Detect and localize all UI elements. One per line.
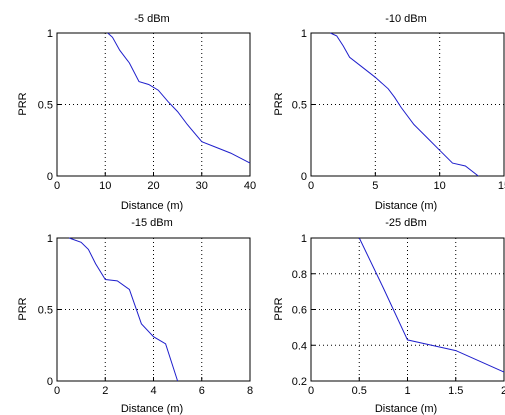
plot-area-2: 0 5 10 15 0 0.5 1 xyxy=(292,28,505,192)
y-tick-label: 0.2 xyxy=(292,376,307,388)
series-line xyxy=(68,237,179,382)
x-tick-label: 0.5 xyxy=(352,385,367,397)
x-tick-label: 5 xyxy=(372,180,378,192)
y-tick-label: 1 xyxy=(301,28,307,40)
y-tick-label: 1 xyxy=(47,233,53,245)
x-tick-label: 6 xyxy=(199,385,205,397)
x-axis-label: Distance (m) xyxy=(375,200,437,212)
y-tick-label: 0.8 xyxy=(292,269,307,281)
x-tick-label: 2 xyxy=(501,385,505,397)
chart-title: -5 dBm xyxy=(134,13,169,25)
y-tick-label: 0 xyxy=(47,171,53,183)
y-tick-label: 0.5 xyxy=(38,305,53,317)
plot-area-3: 0 2 4 6 8 0 0.5 1 xyxy=(38,233,253,397)
y-axis-label: PRR xyxy=(17,297,29,320)
y-tick-label: 0.6 xyxy=(292,305,307,317)
chart-title: -15 dBm xyxy=(131,217,173,229)
x-axis-label: Distance (m) xyxy=(121,200,183,212)
x-tick-label: 1 xyxy=(404,385,410,397)
chart-panel-3: 0 2 4 6 8 0 0.5 1 -15 dBm Distance (m) PRR xyxy=(17,217,253,415)
x-tick-label: 2 xyxy=(102,385,108,397)
chart-title: -25 dBm xyxy=(385,217,427,229)
x-tick-label: 30 xyxy=(196,180,208,192)
x-tick-label: 4 xyxy=(150,385,156,397)
x-tick-label: 20 xyxy=(147,180,159,192)
y-tick-label: 1 xyxy=(47,28,53,40)
plot-area-4: 0 0.5 1 1.5 2 0.2 0.4 0.6 0.8 1 xyxy=(292,233,505,397)
x-tick-label: 10 xyxy=(434,180,446,192)
x-tick-label: 1.5 xyxy=(448,385,463,397)
y-tick-label: 0.5 xyxy=(292,100,307,112)
x-tick-label: 8 xyxy=(247,385,253,397)
y-tick-label: 0.4 xyxy=(292,340,307,352)
series-line xyxy=(330,32,479,177)
y-tick-label: 0 xyxy=(47,376,53,388)
x-tick-label: 0 xyxy=(308,180,314,192)
y-axis-label: PRR xyxy=(17,92,29,115)
x-tick-label: 40 xyxy=(244,180,256,192)
x-tick-label: 10 xyxy=(99,180,111,192)
x-tick-label: 15 xyxy=(498,180,505,192)
chart-panel-4: 0 0.5 1 1.5 2 0.2 0.4 0.6 0.8 1 -25 dBm Distance … xyxy=(273,217,505,415)
plot-area-1: 0 10 20 30 40 0 0.5 1 xyxy=(38,28,256,192)
y-tick-label: 0.5 xyxy=(38,100,53,112)
y-tick-label: 0 xyxy=(301,171,307,183)
y-axis-label: PRR xyxy=(273,92,285,115)
chart-title: -10 dBm xyxy=(385,13,427,25)
series-line xyxy=(107,32,251,164)
x-tick-label: 0 xyxy=(308,385,314,397)
x-tick-label: 0 xyxy=(54,385,60,397)
x-axis-label: Distance (m) xyxy=(375,403,437,415)
chart-panel-1: 0 10 20 30 40 0 0.5 1 -5 dBm Distance (m) PRR xyxy=(17,13,256,212)
y-tick-label: 1 xyxy=(301,233,307,245)
y-axis-label: PRR xyxy=(273,297,285,320)
x-axis-label: Distance (m) xyxy=(121,403,183,415)
x-tick-label: 0 xyxy=(54,180,60,192)
chart-panel-2: 0 5 10 15 0 0.5 1 -10 dBm Distance (m) PRR xyxy=(273,13,505,212)
series-line xyxy=(358,237,505,373)
